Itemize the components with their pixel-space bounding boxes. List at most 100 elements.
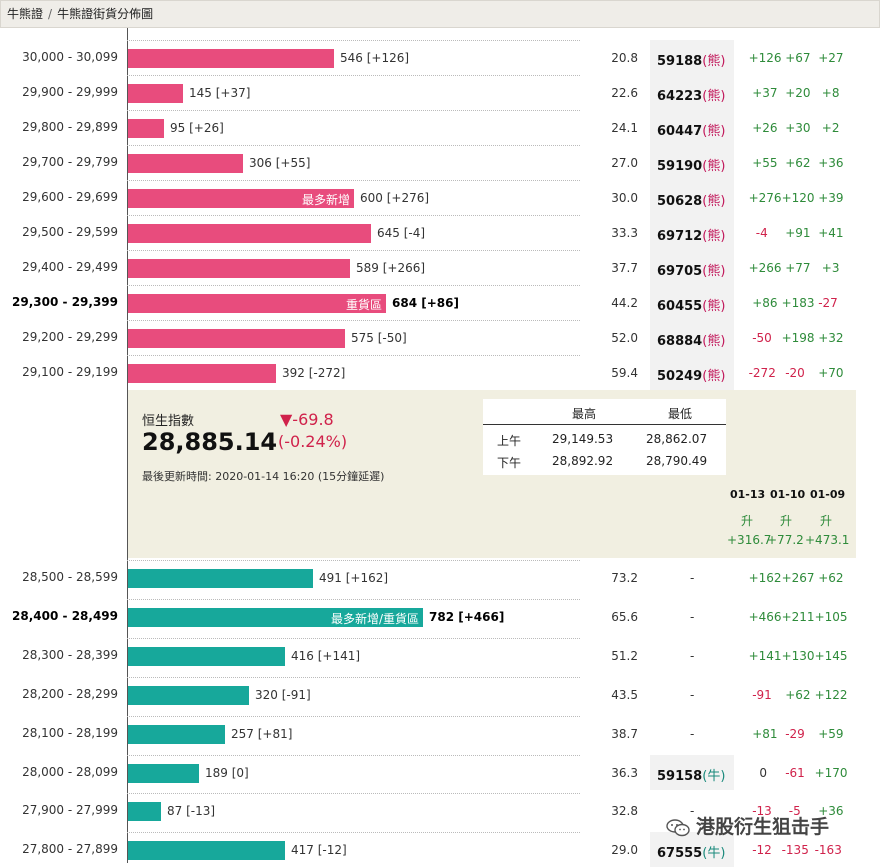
warrant-type: 熊 — [707, 334, 721, 349]
row-divider — [127, 320, 580, 321]
daily-change: +2 — [821, 121, 840, 135]
warrant-code-number: 60455 — [657, 299, 703, 314]
daily-change: +59 — [818, 726, 844, 741]
warrant-code[interactable]: 50628(熊) — [657, 190, 725, 209]
warrant-code[interactable]: 69705(熊) — [657, 260, 725, 279]
daily-change: -61 — [785, 765, 805, 780]
warrant-type: 熊 — [707, 194, 721, 209]
daily-change: +55 — [752, 156, 778, 170]
warrant-code[interactable]: 67555(牛) — [657, 842, 725, 861]
warrant-code-number: 60447 — [657, 124, 703, 139]
code-cell — [650, 75, 734, 110]
warrant-code[interactable]: 59158(牛) — [657, 765, 725, 784]
warrant-code[interactable]: 64223(熊) — [657, 85, 725, 104]
warrant-code-number: 68884 — [657, 334, 703, 349]
row-divider — [127, 715, 580, 717]
warrant-code-number: 64223 — [657, 89, 703, 104]
watermark-text: 港股衍生狙击手 — [696, 816, 830, 838]
outstanding-count: 575 [-50] — [351, 331, 407, 345]
warrant-type: 熊 — [707, 124, 721, 139]
bear-bar[interactable] — [128, 259, 350, 278]
bull-bar[interactable] — [128, 646, 285, 666]
bear-row: 29,300 - 29,399 重貨區 684 [+86] 44.2 60455(熊) +… — [0, 285, 882, 320]
empty-code-dash: - — [690, 726, 695, 741]
code-cell — [650, 145, 734, 180]
warrant-code[interactable]: 50249(熊) — [657, 365, 725, 384]
bull-bar[interactable] — [128, 724, 225, 744]
bear-bar[interactable] — [128, 84, 183, 103]
warrant-code[interactable]: 68884(熊) — [657, 330, 725, 349]
bull-bar[interactable]: 最多新增/重貨區 — [128, 607, 423, 627]
warrant-code[interactable]: 59188(熊) — [657, 50, 725, 69]
bear-bar[interactable] — [128, 224, 371, 243]
daily-change: -135 — [781, 843, 809, 858]
bear-bar[interactable]: 重貨區 — [128, 294, 386, 313]
bear-bar[interactable] — [128, 49, 334, 68]
paren-close: ) — [720, 846, 726, 862]
daily-change: +120 — [781, 191, 815, 205]
percent-value: 22.6 — [611, 86, 638, 100]
outstanding-count: 589 [+266] — [356, 261, 426, 275]
paren-close: ) — [720, 229, 726, 244]
bull-bar[interactable] — [128, 569, 313, 588]
warrant-type: 熊 — [707, 229, 721, 244]
paren-close: ) — [720, 124, 726, 139]
warrant-type: 熊 — [707, 159, 721, 174]
outstanding-count: 320 [-91] — [255, 687, 311, 702]
bar-tag: 重貨區 — [345, 298, 382, 312]
strike-range: 27,900 - 27,999 — [22, 803, 118, 818]
bull-bar[interactable] — [128, 685, 249, 705]
breadcrumb-link-cbbc[interactable]: 牛熊證 — [7, 7, 44, 21]
percent-value: 59.4 — [611, 366, 638, 380]
paren-close: ) — [720, 369, 726, 384]
bear-bar[interactable]: 最多新增 — [128, 189, 354, 208]
paren-open: ( — [702, 89, 708, 104]
bear-bar[interactable] — [128, 364, 276, 383]
bull-bar[interactable] — [128, 841, 285, 861]
warrant-code[interactable]: 59190(熊) — [657, 155, 725, 174]
outstanding-count: 145 [+37] — [189, 86, 251, 100]
empty-code-dash: - — [690, 609, 695, 624]
daily-change: +37 — [752, 86, 778, 100]
bear-bar[interactable] — [128, 154, 243, 173]
bear-row: 29,800 - 29,899 95 [+26] 24.1 60447(熊) +26 +3… — [0, 110, 882, 145]
warrant-type: 牛 — [707, 768, 721, 784]
bull-bar[interactable] — [128, 802, 161, 822]
warrant-code[interactable]: 60447(熊) — [657, 120, 725, 139]
code-cell — [650, 215, 734, 250]
high-header: 最高 — [572, 407, 597, 421]
strike-range: 28,000 - 28,099 — [22, 764, 118, 779]
bear-row: 29,200 - 29,299 575 [-50] 52.0 68884(熊) -50 +… — [0, 320, 882, 355]
warrant-code[interactable]: 60455(熊) — [657, 295, 725, 314]
bear-bar[interactable] — [128, 329, 345, 348]
bear-bar[interactable] — [128, 119, 164, 138]
bull-row: 28,200 - 28,299 320 [-91] 43.5 - -91 +62 +122 — [0, 676, 882, 712]
date-change: +473.1 — [805, 533, 850, 547]
bull-bar[interactable] — [128, 763, 199, 783]
percent-value: 52.0 — [611, 331, 638, 345]
outstanding-count: 417 [-12] — [291, 843, 347, 858]
outstanding-count: 416 [+141] — [291, 648, 361, 663]
code-cell — [650, 110, 734, 145]
daily-change: -29 — [785, 726, 805, 741]
pm-low: 28,790.49 — [646, 454, 708, 468]
warrant-code-number: 69705 — [657, 264, 703, 279]
strike-range: 30,000 - 30,099 — [22, 50, 118, 64]
daily-change: +39 — [818, 191, 844, 205]
daily-change: -12 — [752, 843, 772, 858]
code-cell — [650, 40, 734, 75]
paren-open: ( — [702, 124, 708, 139]
percent-value: 24.1 — [611, 121, 638, 135]
warrant-code[interactable]: 69712(熊) — [657, 225, 725, 244]
warrant-type: 熊 — [707, 264, 721, 279]
am-label: 上午 — [497, 434, 522, 448]
strike-range: 28,100 - 28,199 — [22, 725, 118, 740]
warrant-code-number: 50628 — [657, 194, 703, 209]
paren-open: ( — [702, 334, 708, 349]
percent-value: 38.7 — [611, 726, 638, 741]
high-low-table: 最高 最低 上午 29,149.53 28,862.07 下午 28,892.9… — [483, 399, 726, 475]
code-cell — [650, 832, 734, 867]
date-header: 01-09 — [810, 488, 846, 501]
row-divider — [127, 145, 580, 146]
warrant-code-number: 67555 — [657, 846, 703, 862]
